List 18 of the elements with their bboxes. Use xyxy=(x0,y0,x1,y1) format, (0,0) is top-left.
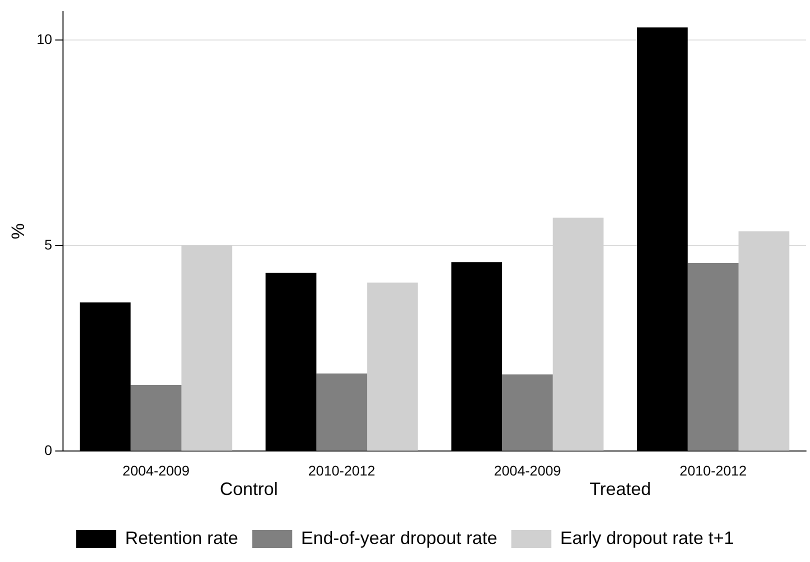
legend-label: Retention rate xyxy=(125,528,238,548)
y-tick-label: 5 xyxy=(44,236,52,253)
bar xyxy=(688,262,739,451)
x-tick-label: 2004-2009 xyxy=(122,462,190,478)
y-axis-title: % xyxy=(8,223,28,240)
text: Control xyxy=(220,479,278,500)
bar xyxy=(316,374,368,451)
legend-label: End-of-year dropout rate xyxy=(301,528,498,548)
bar xyxy=(502,374,553,451)
y-tick-label: 10 xyxy=(36,31,52,48)
bar xyxy=(367,282,418,451)
x-tick-label: 2010-2012 xyxy=(308,462,376,478)
legend-label: Early dropout rate t+1 xyxy=(560,528,734,548)
text: Treated xyxy=(590,479,651,500)
y-tick-label: 0 xyxy=(44,442,52,458)
x-tick-label: 2010-2012 xyxy=(680,462,747,478)
bar xyxy=(130,385,182,451)
x-tick-label: 2004-2009 xyxy=(494,462,562,478)
